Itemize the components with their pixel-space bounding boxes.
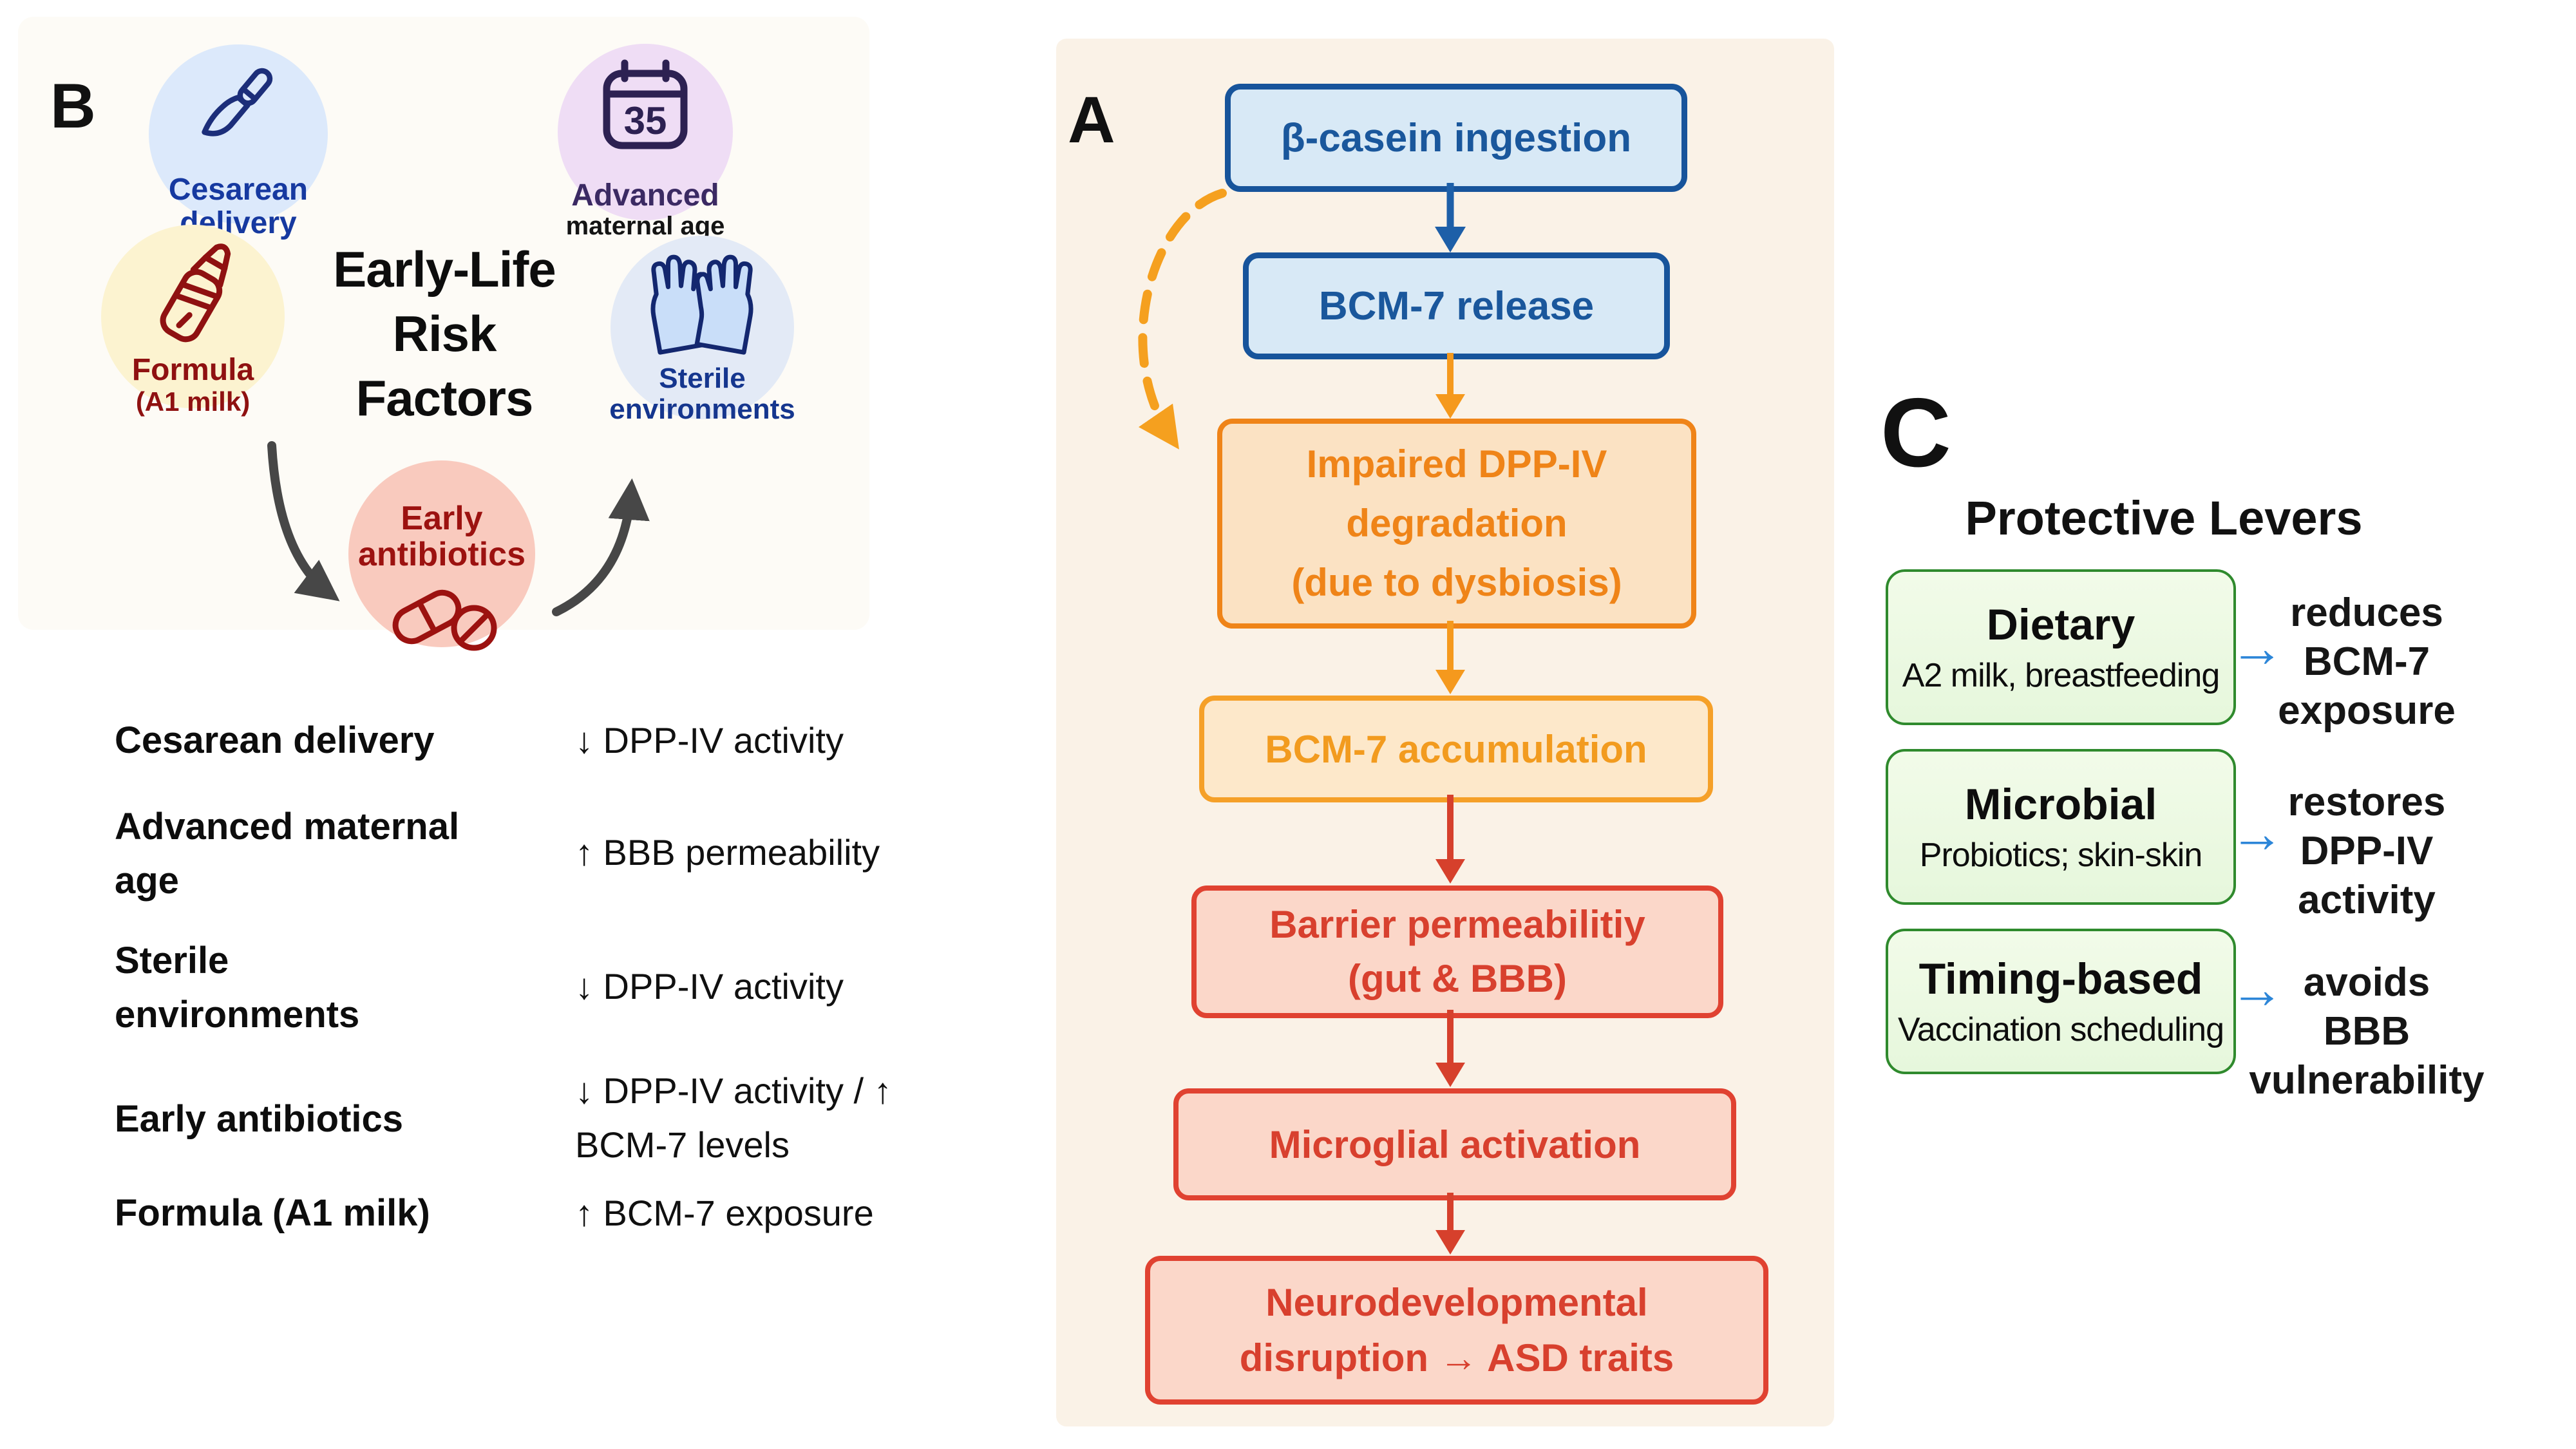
lever-subtitle: Vaccination scheduling	[1897, 1011, 2224, 1049]
circle-sublabel-advanced: maternal age	[565, 212, 725, 240]
right-arrow-icon: →	[2230, 803, 2284, 864]
risk-factor-advanced: Advanced maternal age	[115, 806, 460, 902]
risk-circle-sterile: Sterile environments	[609, 236, 795, 424]
flow-step-label: Barrier permeabilitiy (gut & BBB)	[1269, 903, 1645, 1000]
risk-factor-formula: Formula (A1 milk)	[115, 1192, 430, 1234]
pills-icon	[387, 582, 500, 656]
panel-b-label: B	[50, 70, 96, 141]
flow-step-impaired-dppiv-degradation: Impaired DPP-IV degradation (due to dysb…	[1217, 419, 1696, 629]
calendar-icon: 35	[594, 55, 697, 158]
flow-step-bcm7-accumulation: BCM-7 accumulation	[1199, 696, 1713, 802]
flow-step-beta-casein-ingestion: β-casein ingestion	[1225, 84, 1687, 192]
lever-effect-dietary: reduces BCM-7 exposure	[2278, 591, 2456, 733]
lever-box-microbial: Microbial Probiotics; skin-skin	[1886, 749, 2236, 905]
lever-effect-microbial: restores DPP-IV activity	[2287, 780, 2446, 922]
lever-subtitle: A2 milk, breastfeeding	[1902, 657, 2220, 695]
risk-factor-cesarean: Cesarean delivery	[115, 719, 435, 761]
flow-step-label: β-casein ingestion	[1280, 115, 1632, 160]
flow-step-bcm7-release: BCM-7 release	[1243, 252, 1670, 359]
flow-step-label: Neurodevelopmental disruption → ASD trai…	[1239, 1280, 1674, 1379]
lever-box-timing: Timing-based Vaccination scheduling	[1886, 929, 2236, 1074]
risk-circle-antibiotics: Early antibiotics	[348, 460, 535, 651]
flow-step-neurodevelopmental-disruption: Neurodevelopmental disruption → ASD trai…	[1145, 1256, 1768, 1405]
flow-step-label: Microglial activation	[1269, 1122, 1641, 1166]
risk-effect-advanced: ↑ BBB permeability	[575, 832, 880, 873]
flow-step-microglial-activation: Microglial activation	[1173, 1088, 1736, 1200]
risk-factor-sterile: Sterile environments	[115, 940, 360, 1036]
risk-circle-cesarean: Cesarean delivery	[149, 44, 328, 240]
lever-title: Microbial	[1964, 779, 2157, 829]
risk-effect-cesarean: ↓ DPP-IV activity	[575, 720, 844, 761]
circle-label-sterile: Sterile environments	[609, 363, 795, 425]
scalpel-icon	[190, 59, 287, 155]
circle-label-advanced: Advanced	[571, 178, 719, 213]
right-arrow-icon: →	[2230, 959, 2284, 1020]
lever-subtitle: Probiotics; skin-skin	[1919, 837, 2202, 875]
risk-effect-formula: ↑ BCM-7 exposure	[575, 1193, 874, 1233]
gloved-hands-icon	[638, 249, 766, 361]
risk-circle-advanced-maternal-age: 35 Advanced maternal age	[558, 44, 733, 240]
panel-c-label: C	[1880, 378, 1951, 488]
circle-sublabel-formula: (A1 milk)	[135, 386, 251, 417]
risk-effect-antibiotics: ↓ DPP-IV activity / ↑ BCM-7 levels	[575, 1070, 892, 1165]
flow-step-barrier-permeability: Barrier permeabilitiy (gut & BBB)	[1191, 886, 1723, 1018]
lever-box-dietary: Dietary A2 milk, breastfeeding	[1886, 569, 2236, 725]
risk-circle-formula: Formula (A1 milk)	[101, 225, 285, 416]
lever-title: Dietary	[1986, 600, 2136, 649]
flow-step-label: Impaired DPP-IV degradation (due to dysb…	[1291, 442, 1622, 604]
panel-c-title: Protective Levers	[1965, 491, 2363, 545]
circle-label-cesarean: Cesarean delivery	[168, 173, 308, 240]
lever-title: Timing-based	[1918, 954, 2203, 1003]
risk-effect-sterile: ↓ DPP-IV activity	[575, 966, 844, 1007]
panel-a-label: A	[1068, 83, 1115, 156]
risk-factor-antibiotics: Early antibiotics	[115, 1098, 404, 1140]
lever-effect-timing: avoids BBB vulnerability	[2249, 960, 2485, 1103]
circle-label-formula: Formula	[131, 353, 254, 387]
flow-step-label: BCM-7 accumulation	[1265, 727, 1647, 771]
circle-label-antibiotics: Early antibiotics	[357, 500, 526, 574]
right-arrow-icon: →	[2230, 618, 2284, 679]
flow-step-label: BCM-7 release	[1318, 283, 1595, 328]
baby-bottle-icon	[146, 235, 249, 351]
calendar-number: 35	[624, 99, 667, 142]
panel-b-title: Early-Life Risk Factors	[333, 241, 556, 426]
